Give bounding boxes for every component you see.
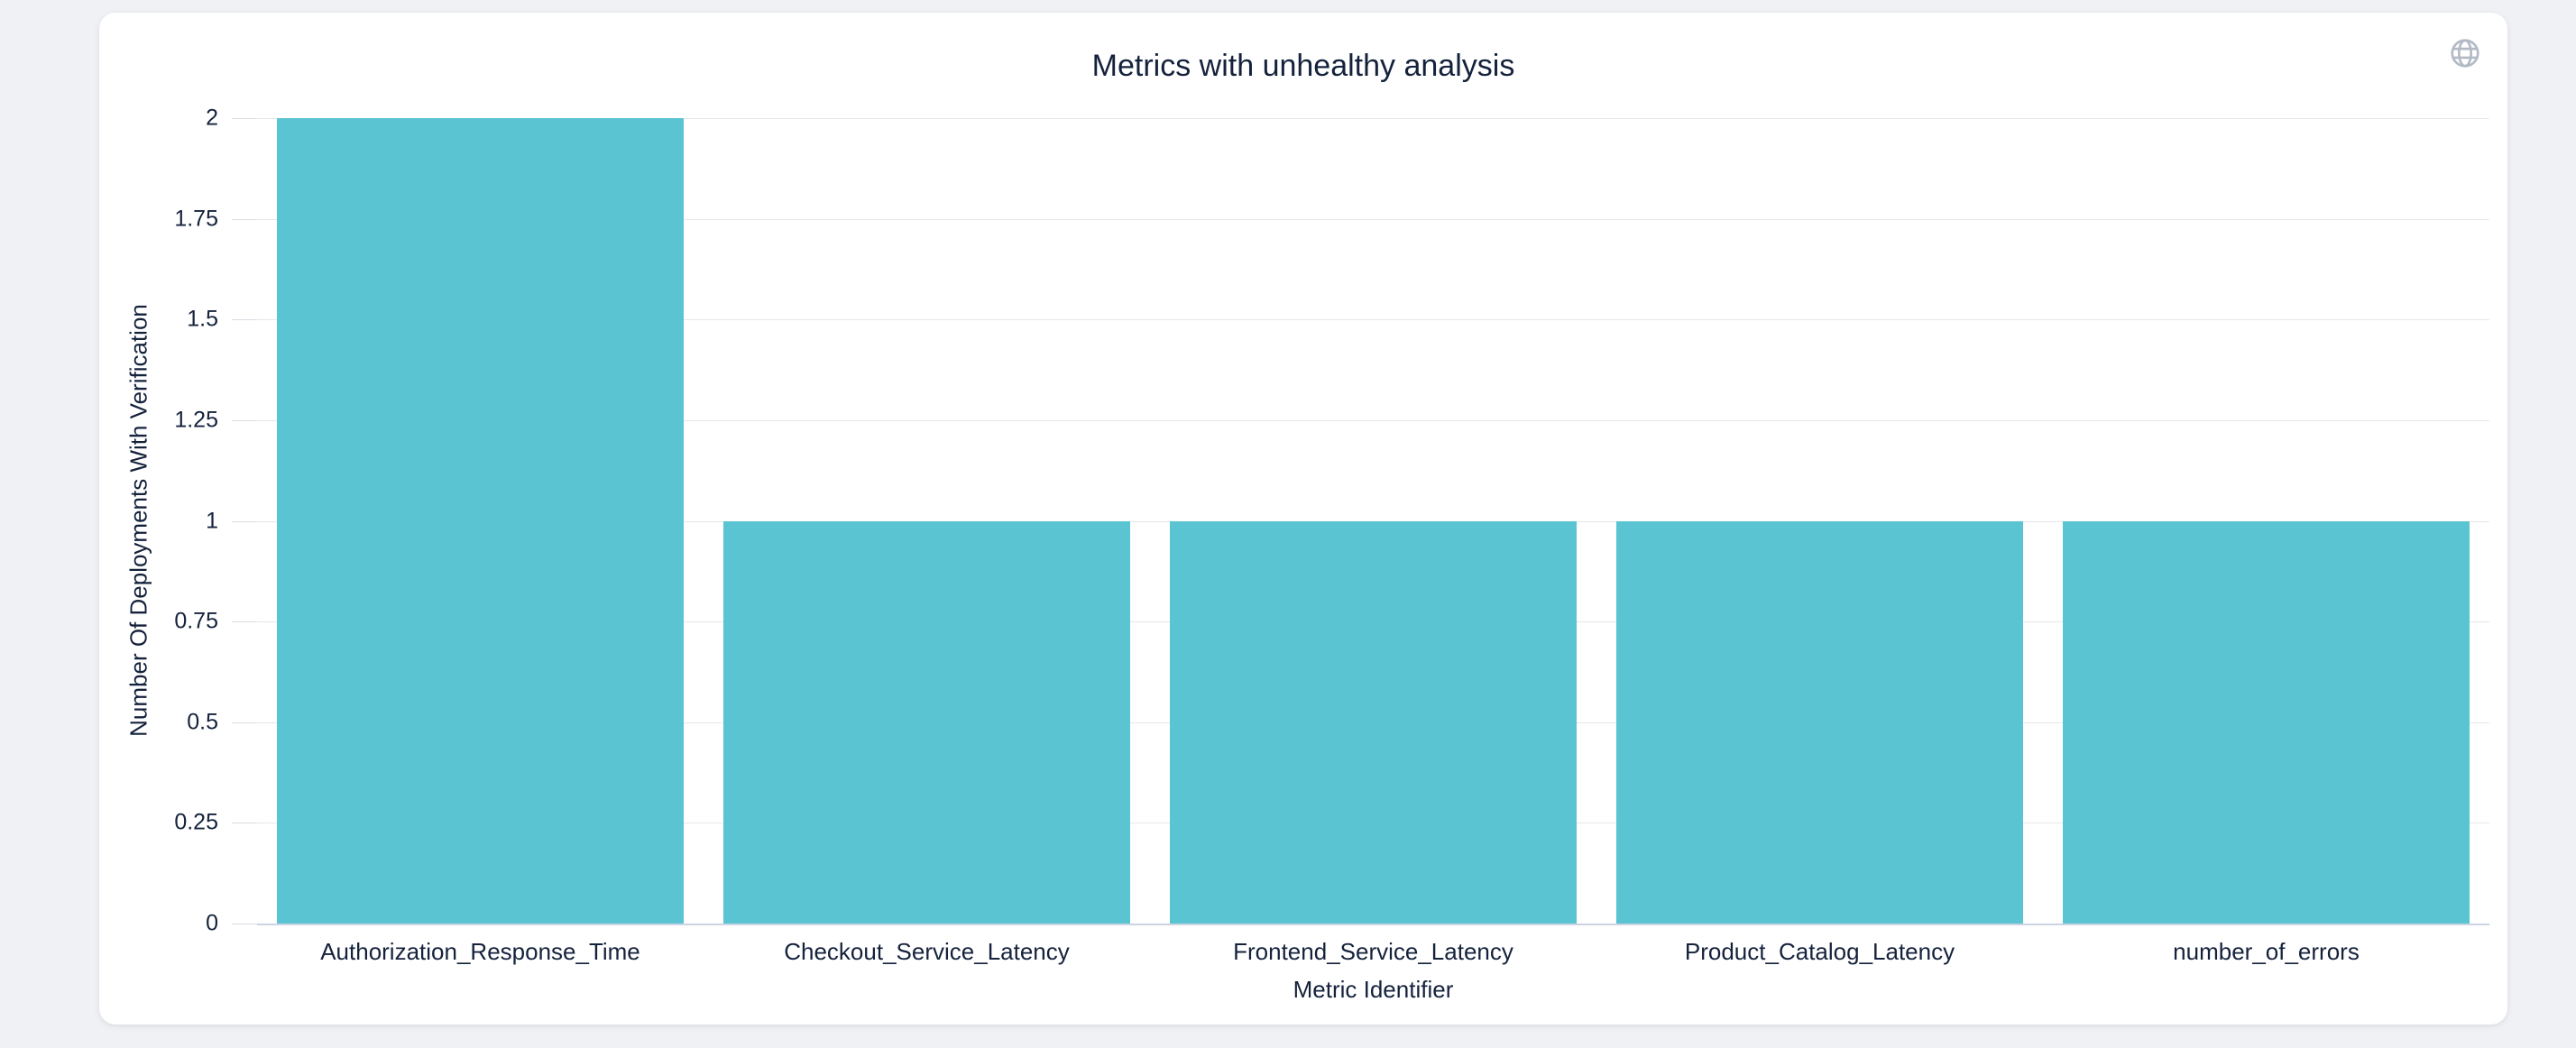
bar-Product_Catalog_Latency — [1616, 520, 2023, 924]
bar-Checkout_Service_Latency — [723, 520, 1130, 924]
bar-Authorization_Response_Time — [277, 118, 684, 924]
x-axis-line — [257, 924, 2489, 925]
y-tick-mark — [232, 621, 257, 623]
y-tick-label: 0.5 — [187, 709, 218, 735]
gridline — [257, 419, 2489, 421]
bars-layer — [257, 118, 2489, 924]
bar-number_of_errors — [2063, 520, 2470, 924]
y-tick-mark — [232, 722, 257, 723]
x-axis-labels: Authorization_Response_Time Checkout_Serv… — [257, 938, 2489, 966]
chart-title: Metrics with unhealthy analysis — [1091, 49, 1515, 83]
y-axis-title: Number Of Deployments With Verification — [124, 304, 152, 737]
chart-card: Metrics with unhealthy analysis Number O… — [99, 13, 2507, 1025]
x-tick-label: number_of_errors — [2173, 938, 2360, 965]
y-tick-label: 2 — [206, 105, 218, 131]
y-tick-label: 1.25 — [174, 407, 218, 433]
y-tick-mark — [232, 520, 257, 522]
gridline — [257, 118, 2489, 119]
y-tick-mark — [232, 319, 257, 321]
bar-band — [257, 118, 704, 924]
bar-band — [704, 118, 1150, 924]
bar-band — [2043, 118, 2489, 924]
y-tick-label: 0.25 — [174, 809, 218, 835]
y-tick-label: 0.75 — [174, 608, 218, 634]
x-tick-label: Authorization_Response_Time — [320, 938, 640, 965]
bar-band — [1150, 118, 1596, 924]
gridline — [257, 319, 2489, 321]
x-tick-label: Product_Catalog_Latency — [1684, 938, 1955, 965]
globe-icon-glyph — [2451, 39, 2479, 68]
y-tick-label: 0 — [206, 910, 218, 936]
y-tick-mark — [232, 218, 257, 220]
y-tick-label: 1 — [206, 508, 218, 533]
y-tick-label: 1.5 — [187, 306, 218, 332]
x-tick-label: Frontend_Service_Latency — [1233, 938, 1513, 965]
bar-Frontend_Service_Latency — [1170, 520, 1577, 924]
x-axis-title: Metric Identifier — [1293, 976, 1454, 1003]
bar-band — [1596, 118, 2043, 924]
y-tick-mark — [232, 118, 257, 119]
x-tick-label: Checkout_Service_Latency — [784, 938, 1070, 965]
globe-icon[interactable] — [2448, 36, 2482, 70]
plot-area: 0 0.25 0.5 0.75 1 1.25 1.5 1.75 2 Authorization_… — [174, 106, 2489, 1003]
y-tick-label: 1.75 — [174, 206, 218, 232]
y-tick-mark — [232, 419, 257, 421]
gridline — [257, 218, 2489, 220]
